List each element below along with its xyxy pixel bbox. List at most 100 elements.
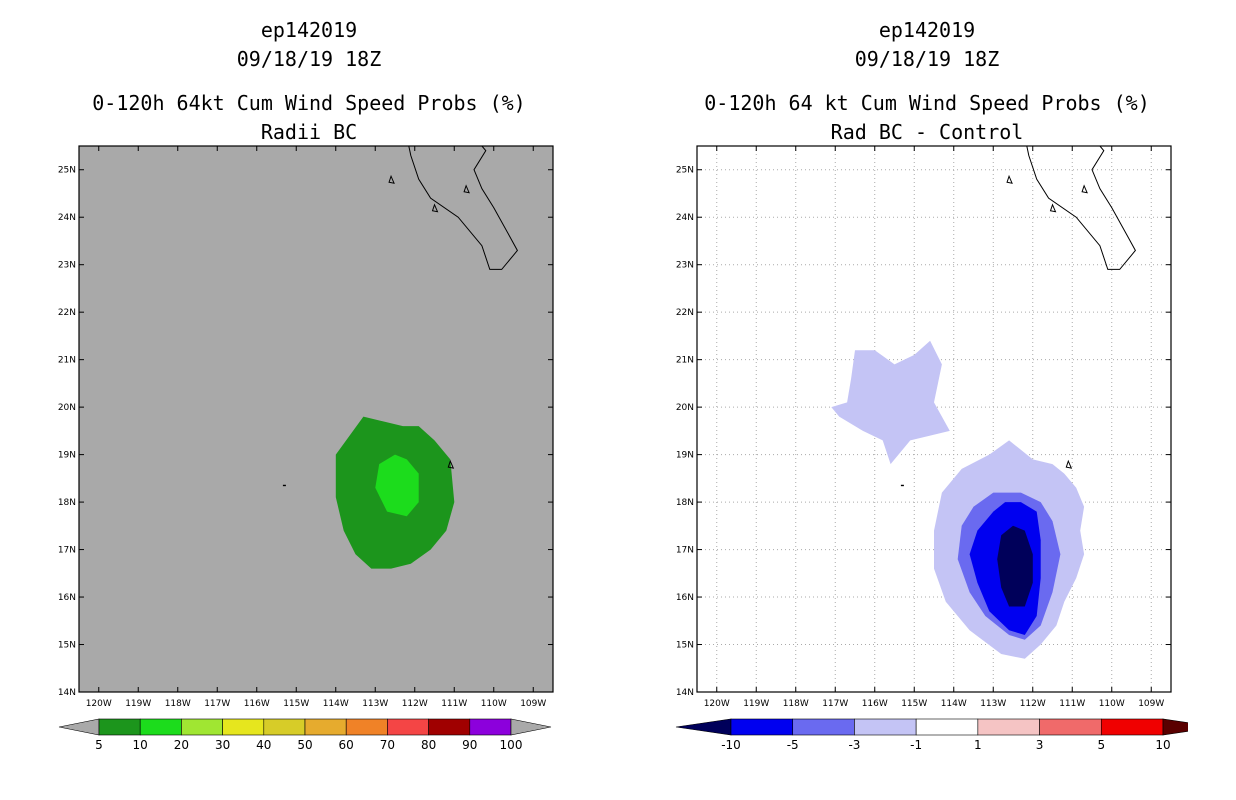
colorbar-swatch [915,718,979,736]
colorbar-arrow-low [675,718,732,736]
colorbar-swatch [304,718,347,736]
y-tick-label: 19N [58,451,76,461]
colorbar-label: 40 [256,738,271,752]
island [1049,203,1057,213]
y-tick-label: 18N [58,498,76,508]
colorbar-swatch [792,718,855,736]
island [463,184,470,194]
x-tick-label: 114W [941,699,967,709]
plot-frame [78,145,554,693]
x-tick-label: 120W [86,699,112,709]
island [1065,459,1073,469]
colorbar-label: 50 [297,738,312,752]
colorbar-area: 5 10 20 30 40 50 60 70 80 90 100 [50,712,570,760]
chart-subtitle: Radii BC [260,120,358,144]
colorbar: 5 10 20 30 40 50 60 70 80 90 100 [58,718,552,752]
contour-region [831,340,950,465]
x-tick-label: 119W [743,699,769,709]
colorbar-swatch [977,718,1040,736]
y-tick-label: 17N [676,546,694,556]
x-tick-label: 116W [244,699,270,709]
y-tick-label: 16N [58,593,76,603]
colorbar-swatch [222,718,265,736]
y-tick-label: 23N [58,261,76,271]
y-tick-label: 14N [676,688,694,698]
y-tick-label: 20N [58,403,76,413]
coastline [1026,145,1137,270]
date-time: 09/18/19 18Z [236,47,382,71]
y-tick-label: 24N [676,213,694,223]
colorbar-label: 10 [133,738,148,752]
colorbar-swatch [98,718,141,736]
colorbar-label: -5 [787,738,799,752]
colorbar-label: 80 [421,738,436,752]
x-tick-label: 120W [704,699,730,709]
y-tick-label: 15N [58,641,76,651]
y-tick-label: 18N [676,498,694,508]
colorbar-swatch [854,718,917,736]
y-tick-label: 21N [58,356,76,366]
y-tick-label: 19N [676,451,694,461]
contour-region [997,525,1033,607]
colorbar-arrow-low [58,718,100,736]
x-tick-label: 111W [1059,699,1085,709]
plot-background [79,146,553,692]
colorbar-label: -1 [910,738,922,752]
colorbar-swatch [469,718,512,736]
colorbar-swatch [1100,718,1164,736]
x-tick-label: 113W [980,699,1006,709]
x-tick-label: 117W [822,699,848,709]
island [388,174,395,184]
colorbar-label: 60 [339,738,354,752]
colorbar-label: 1 [974,738,982,752]
colorbar-swatch [387,718,429,736]
plot-frame [696,145,1172,693]
island [447,459,455,469]
y-tick-label: 25N [58,166,76,176]
chart-title: 0-120h 64 kt Cum Wind Speed Probs (%) [704,91,1150,115]
island [1081,184,1088,194]
chart-title: 0-120h 64kt Cum Wind Speed Probs (%) [92,91,526,115]
coastline [408,145,519,270]
map-area: 14N 15N 16N 17N 18N 19N 20N 21N 22N 23N 24N 25N 120W… [50,140,570,714]
y-tick-label: 23N [676,261,694,271]
colorbar-label: 5 [95,738,103,752]
y-tick-label: 21N [676,356,694,366]
x-tick-label: 112W [1020,699,1046,709]
colorbar-arrow-high [510,718,552,736]
x-tick-label: 118W [165,699,191,709]
colorbar-swatch [263,718,306,736]
colorbar-label: 70 [380,738,395,752]
y-tick-label: 25N [676,166,694,176]
y-tick-label: 24N [58,213,76,223]
y-tick-label: 16N [676,593,694,603]
colorbar-swatch [139,718,182,736]
x-tick-label: 118W [783,699,809,709]
colorbar-label: -3 [848,738,860,752]
left-panel: ep142019 09/18/19 18Z 0-120h 64kt Cum Wi… [50,18,570,760]
chart-subtitle: Rad BC - Control [830,120,1024,144]
date-time: 09/18/19 18Z [854,47,1000,71]
y-tick-label: 22N [676,308,694,318]
y-tick-label: 22N [58,308,76,318]
y-tick-label: 17N [58,546,76,556]
x-tick-label: 119W [125,699,151,709]
x-tick-label: 112W [402,699,428,709]
x-tick-label: 111W [441,699,467,709]
colorbar-label: -10 [721,738,741,752]
x-tick-label: 113W [362,699,388,709]
storm-id: ep142019 [878,18,976,42]
x-tick-label: 110W [481,699,507,709]
map-area: 14N 15N 16N 17N 18N 19N 20N 21N 22N 23N 24N 25N 120W… [668,140,1188,714]
right-panel: ep142019 09/18/19 18Z 0-120h 64 kt Cum W… [618,0,1236,800]
island [1006,174,1013,184]
colorbar-label: 5 [1097,738,1105,752]
storm-id: ep142019 [260,18,358,42]
colorbar-arrow-high [1162,718,1219,736]
colorbar-label: 10 [1155,738,1170,752]
colorbar-swatch [1039,718,1102,736]
colorbar-swatch [428,718,471,736]
y-tick-label: 15N [676,641,694,651]
y-tick-label: 14N [58,688,76,698]
colorbar: -10 -5 -3 -1 1 3 5 10 [675,718,1219,752]
